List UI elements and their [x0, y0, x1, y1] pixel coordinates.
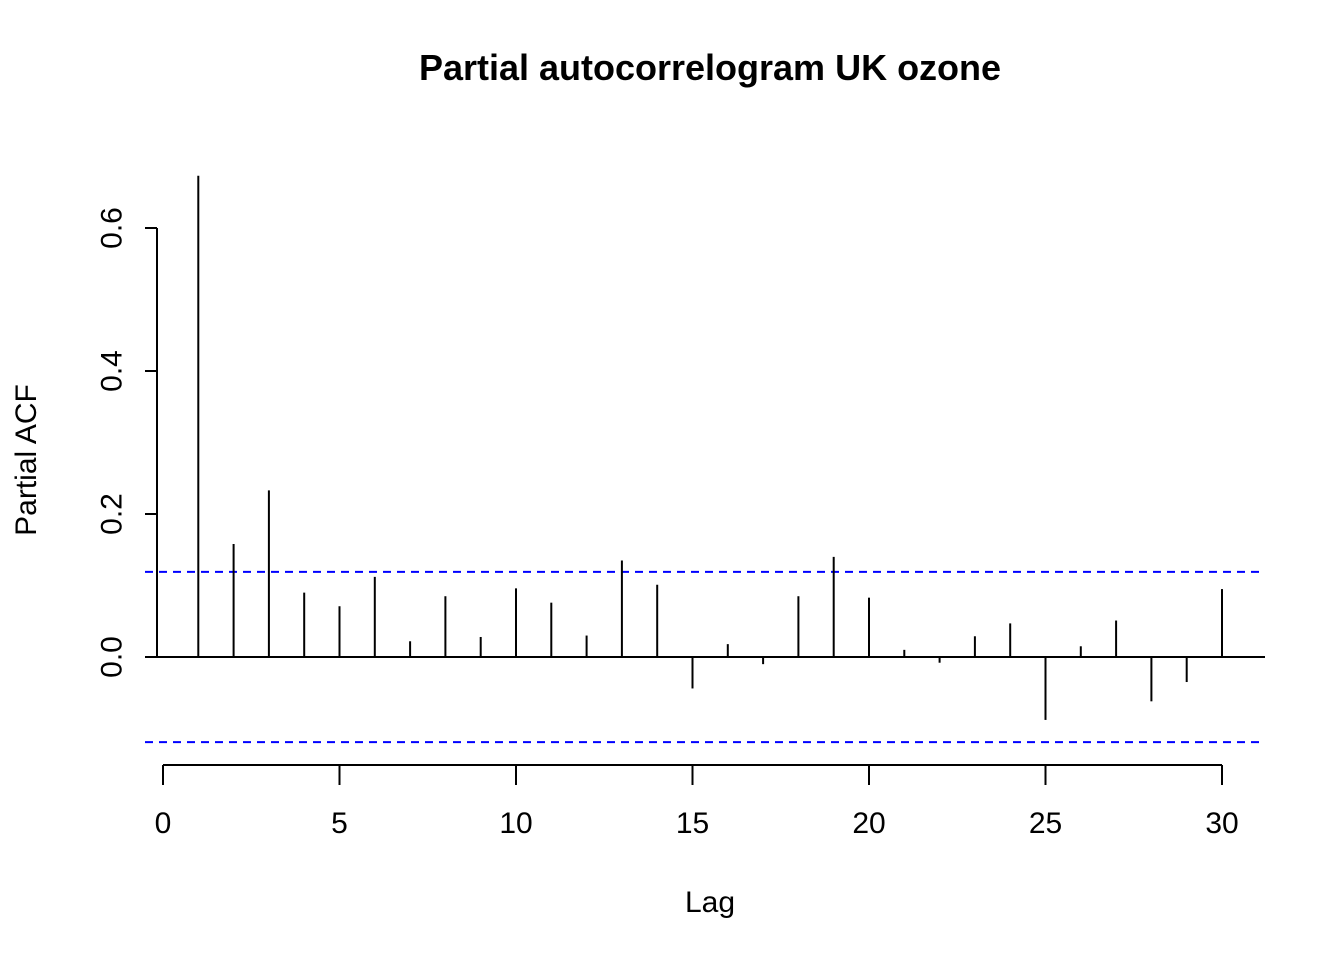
- x-tick-label: 30: [1205, 807, 1238, 840]
- pacf-bars: [197, 175, 1223, 720]
- chart-title: Partial autocorrelogram UK ozone: [419, 47, 1001, 88]
- x-tick-label: 5: [331, 807, 348, 840]
- y-tick-label: 0.6: [96, 207, 129, 249]
- x-axis: 0 5 10 15 20 25 30: [155, 764, 1239, 840]
- x-tick-label: 25: [1029, 807, 1062, 840]
- confidence-bounds: [145, 570, 1265, 744]
- x-tick-label: 20: [852, 807, 885, 840]
- y-tick-label: 0.2: [96, 493, 129, 535]
- y-axis: 0.0 0.2 0.4 0.6: [96, 207, 158, 678]
- y-axis-label: Partial ACF: [10, 384, 43, 536]
- x-tick-label: 0: [155, 807, 172, 840]
- y-tick-label: 0.4: [96, 350, 129, 392]
- y-tick-label: 0.0: [96, 636, 129, 678]
- x-axis-label: Lag: [685, 886, 735, 919]
- x-tick-label: 10: [499, 807, 532, 840]
- x-tick-label: 15: [676, 807, 709, 840]
